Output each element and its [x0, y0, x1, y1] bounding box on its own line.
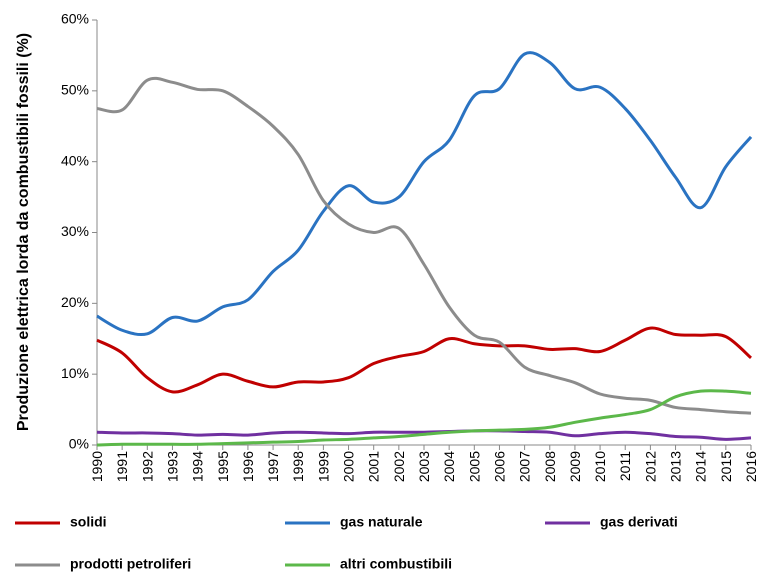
- x-tick-label: 2000: [341, 451, 357, 482]
- x-tick-label: 2012: [642, 451, 658, 482]
- y-tick-label: 20%: [61, 294, 89, 310]
- x-tick-label: 1998: [290, 451, 306, 482]
- legend-label: prodotti petroliferi: [70, 556, 191, 572]
- x-tick-label: 2013: [668, 451, 684, 482]
- x-tick-label: 2008: [542, 451, 558, 482]
- legend-label: gas derivati: [600, 514, 678, 530]
- y-tick-label: 40%: [61, 152, 89, 168]
- series-line: [96, 326, 753, 394]
- x-tick-label: 2006: [491, 451, 507, 482]
- x-tick-label: 1997: [265, 451, 281, 482]
- x-tick-label: 2001: [366, 451, 382, 482]
- x-tick-label: 1991: [114, 451, 130, 482]
- y-tick-label: 60%: [61, 11, 89, 27]
- x-tick-label: 1992: [139, 451, 155, 482]
- x-tick-label: 1996: [240, 451, 256, 482]
- x-tick-label: 2005: [466, 451, 482, 482]
- x-tick-label: 1993: [164, 451, 180, 482]
- legend-label: gas naturale: [340, 514, 423, 530]
- series-line: [96, 429, 752, 441]
- legend-label: altri combustibili: [340, 556, 452, 572]
- series-line: [96, 76, 752, 415]
- x-tick-label: 1994: [190, 451, 206, 482]
- x-tick-label: 2014: [693, 451, 709, 482]
- y-tick-label: 0%: [69, 436, 89, 452]
- x-tick-label: 2015: [718, 451, 734, 482]
- x-tick-label: 2003: [416, 451, 432, 482]
- series-line: [96, 51, 753, 337]
- x-tick-label: 2004: [441, 451, 457, 482]
- x-tick-label: 1990: [89, 451, 105, 482]
- x-tick-label: 2007: [517, 451, 533, 482]
- legend-label: solidi: [70, 514, 107, 530]
- y-tick-label: 50%: [61, 82, 89, 98]
- x-tick-label: 2011: [617, 451, 633, 481]
- x-tick-label: 2016: [743, 451, 758, 482]
- y-tick-label: 30%: [61, 223, 89, 239]
- x-tick-label: 1995: [215, 451, 231, 482]
- series-line: [96, 389, 752, 447]
- x-tick-label: 2010: [592, 451, 608, 482]
- x-tick-label: 1999: [315, 451, 331, 482]
- y-tick-label: 10%: [61, 365, 89, 381]
- y-axis-label: Produzione elettrica lorda da combustibi…: [15, 33, 32, 431]
- x-tick-label: 2009: [567, 451, 583, 482]
- x-tick-label: 2002: [391, 451, 407, 482]
